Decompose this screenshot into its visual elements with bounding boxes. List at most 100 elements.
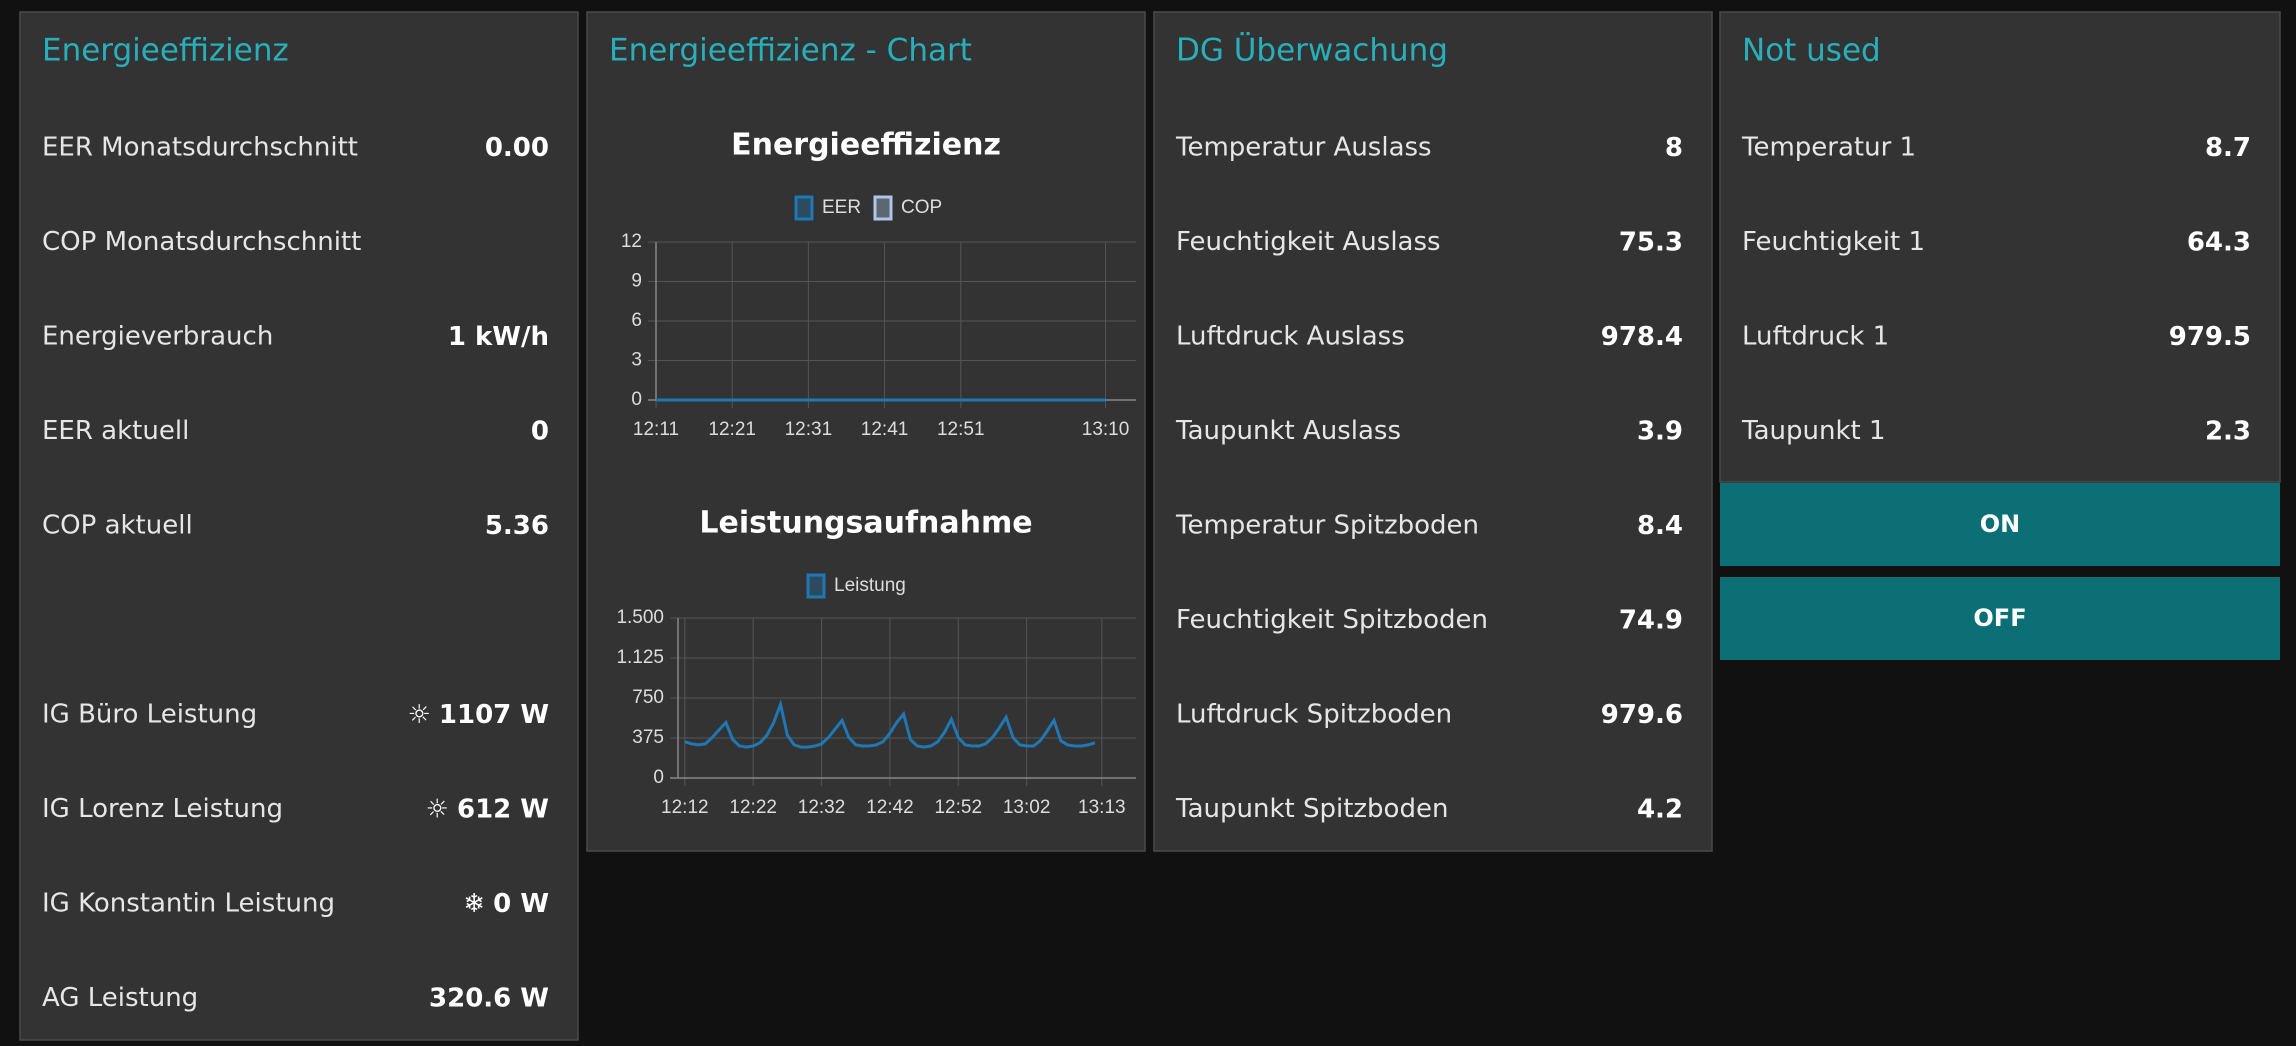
row-label: COP Monatsdurchschnitt [42, 227, 361, 257]
row-label: Taupunkt Spitzboden [1175, 794, 1448, 824]
y-tick-label: 0 [631, 389, 642, 410]
row-label: Taupunkt 1 [1741, 416, 1886, 446]
button-label[interactable]: ON [1980, 510, 2021, 538]
y-tick-label: 6 [631, 310, 642, 331]
button-bg[interactable] [1720, 577, 2280, 660]
legend-swatch [806, 573, 826, 599]
row-value-text: 0.00 [485, 133, 549, 163]
row-value: 2.3 [2205, 416, 2251, 446]
row-label: Taupunkt Auslass [1175, 416, 1401, 446]
row-label: EER Monatsdurchschnitt [42, 133, 358, 163]
panel-title: DG Überwachung [1176, 32, 1448, 69]
legend-label: COP [901, 197, 942, 218]
row-value-text: 64.3 [2187, 227, 2251, 257]
row-icon: ☼ [408, 700, 431, 730]
row-value: 8.4 [1637, 511, 1683, 541]
row-label: Temperatur Auslass [1175, 133, 1432, 163]
row-label: Energieverbrauch [42, 322, 273, 352]
row-value-text: 2.3 [2205, 416, 2251, 446]
row-label: AG Leistung [42, 983, 198, 1013]
row-value: 0.00 [485, 133, 549, 163]
button[interactable]: OFF [1720, 577, 2280, 660]
row-value: 5.36 [485, 511, 549, 541]
row-value-text: 0 W [493, 889, 549, 919]
y-tick-label: 12 [621, 231, 642, 252]
legend-swatch [873, 195, 893, 221]
y-tick-label: 1.500 [616, 607, 664, 628]
x-tick-label: 12:51 [937, 419, 985, 440]
x-tick-label: 12:11 [633, 419, 679, 440]
row-value: 75.3 [1619, 227, 1683, 257]
panel [1719, 11, 2281, 483]
x-tick-label: 12:22 [729, 797, 777, 818]
row-label: IG Konstantin Leistung [42, 889, 335, 919]
x-tick-label: 12:41 [861, 419, 909, 440]
row-value: 3.9 [1637, 416, 1683, 446]
row-value-text: 3.9 [1637, 416, 1683, 446]
row-label: IG Büro Leistung [42, 700, 257, 730]
y-tick-label: 1.125 [616, 647, 664, 668]
row-value: 4.2 [1637, 794, 1683, 824]
row-value-text: 1 kW/h [448, 322, 549, 352]
chart-title: Leistungsaufnahme [699, 506, 1032, 541]
row-value: ☼ 1107 W [408, 700, 549, 730]
row-value: ❄ 0 W [463, 889, 549, 919]
chart-title: Energieeffizienz [731, 128, 1001, 163]
row-value: 8.7 [2205, 133, 2251, 163]
panel-title: Not used [1742, 33, 1881, 69]
row-value-text: 320.6 W [429, 983, 549, 1013]
row-label: Feuchtigkeit 1 [1742, 227, 1925, 257]
x-tick-label: 13:13 [1078, 797, 1126, 818]
row-label: Feuchtigkeit Spitzboden [1176, 605, 1488, 635]
row-value-text: 74.9 [1619, 605, 1683, 635]
row-value-text: 978.4 [1601, 322, 1683, 352]
x-tick-label: 13:02 [1003, 797, 1051, 818]
row-icon: ☼ [426, 794, 449, 824]
row-value: ☼ 612 W [426, 794, 549, 824]
row-value: 320.6 W [429, 983, 549, 1013]
row-value-text: 4.2 [1637, 794, 1683, 824]
button-label[interactable]: OFF [1973, 604, 2026, 632]
panel [1153, 11, 1713, 852]
y-tick-label: 0 [653, 767, 664, 788]
y-tick-label: 375 [632, 727, 664, 748]
x-tick-label: 12:31 [785, 419, 833, 440]
row-value-text: 8 [1665, 133, 1683, 163]
row-label: EER aktuell [42, 416, 189, 446]
legend-label: Leistung [834, 575, 906, 596]
row-icon: ❄ [463, 889, 485, 919]
row-value: 979.5 [2169, 322, 2251, 352]
row-value-text: 5.36 [485, 511, 549, 541]
x-tick-label: 12:21 [708, 419, 756, 440]
row-value-text: 8.4 [1637, 511, 1683, 541]
row-label: COP aktuell [42, 511, 193, 541]
legend-swatch [794, 195, 814, 221]
legend-label: EER [822, 197, 861, 218]
row-value-text: 612 W [457, 794, 549, 824]
y-tick-label: 3 [631, 350, 642, 371]
row-label: Luftdruck 1 [1742, 322, 1889, 352]
panel-title: Energieeffizienz [42, 33, 289, 69]
row-value: 978.4 [1601, 322, 1683, 352]
row-label: Temperatur Spitzboden [1175, 511, 1479, 541]
row-value: 64.3 [2187, 227, 2251, 257]
row-value-text: 8.7 [2205, 133, 2251, 163]
y-tick-label: 750 [632, 687, 664, 708]
row-value-text: 979.6 [1601, 700, 1683, 730]
row-value: 979.6 [1601, 700, 1683, 730]
row-value-text: 0 [531, 416, 549, 446]
row-value: 0 [531, 416, 549, 446]
row-value: 74.9 [1619, 605, 1683, 635]
row-value-text: 75.3 [1619, 227, 1683, 257]
panel [586, 11, 1146, 852]
row-value-text: 1107 W [439, 700, 549, 730]
panel-title: Energieeffizienz - Chart [609, 33, 972, 69]
y-tick-label: 9 [631, 271, 642, 292]
row-label: Luftdruck Spitzboden [1176, 700, 1452, 730]
button-bg[interactable] [1720, 483, 2280, 566]
row-value: 8 [1665, 133, 1683, 163]
row-value-text: 979.5 [2169, 322, 2251, 352]
row-value: 1 kW/h [448, 322, 549, 352]
button[interactable]: ON [1720, 483, 2280, 566]
